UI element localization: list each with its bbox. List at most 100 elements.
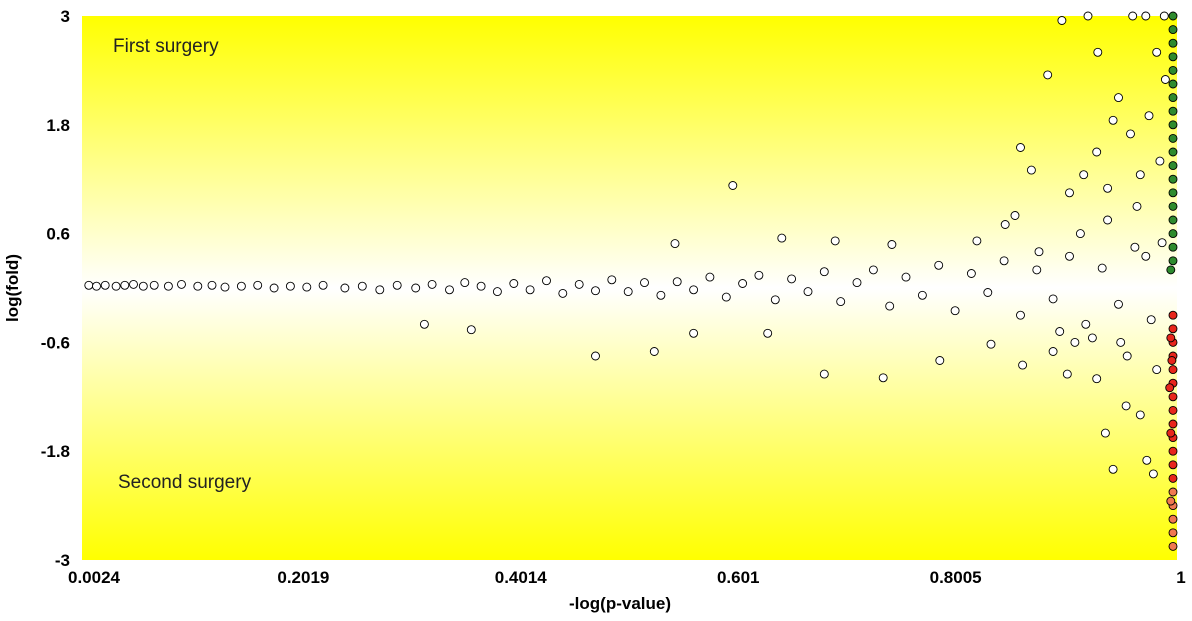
data-point-s1-14 bbox=[1168, 201, 1178, 211]
data-point-s2-7 bbox=[1168, 405, 1178, 415]
y-tick-label: -0.6 bbox=[41, 333, 70, 352]
data-point-s1-17 bbox=[1168, 242, 1178, 252]
data-point-s0-96 bbox=[1144, 111, 1154, 121]
data-point-s0-73 bbox=[649, 347, 659, 356]
data-point-s0-104 bbox=[1108, 464, 1118, 474]
data-point-s0-77 bbox=[878, 373, 888, 383]
first-surgery-label: First surgery bbox=[113, 36, 219, 57]
y-tick-label: 3 bbox=[61, 7, 70, 26]
data-point-s0-50 bbox=[852, 278, 862, 288]
data-point-s0-82 bbox=[777, 233, 787, 243]
x-tick-label: 0.4014 bbox=[495, 568, 548, 587]
data-point-s0-33 bbox=[574, 279, 584, 289]
data-point-s0-88 bbox=[1043, 70, 1053, 80]
data-point-s0-127 bbox=[1079, 170, 1089, 180]
data-point-s0-118 bbox=[1116, 337, 1126, 347]
data-point-s0-34 bbox=[591, 286, 600, 296]
data-point-s0-83 bbox=[830, 236, 840, 246]
data-point-s0-42 bbox=[721, 292, 731, 302]
data-point-s0-110 bbox=[972, 236, 982, 246]
x-tick-label: 0.8005 bbox=[930, 568, 982, 587]
data-point-s0-21 bbox=[375, 285, 385, 295]
data-point-s1-1 bbox=[1168, 25, 1178, 35]
data-point-s0-101 bbox=[1100, 428, 1110, 438]
data-point-s0-20 bbox=[357, 281, 367, 291]
data-point-s0-113 bbox=[1034, 247, 1044, 257]
data-point-s0-17 bbox=[302, 282, 312, 292]
data-point-s0-30 bbox=[525, 285, 535, 295]
data-point-s0-39 bbox=[672, 277, 682, 287]
data-point-s1-6 bbox=[1168, 93, 1178, 103]
data-point-s3-5 bbox=[1166, 496, 1176, 506]
data-point-s0-84 bbox=[887, 240, 897, 249]
data-point-s0-85 bbox=[1010, 211, 1020, 220]
data-point-s0-25 bbox=[445, 285, 454, 295]
second-surgery-label: Second surgery bbox=[118, 472, 252, 493]
data-point-s0-6 bbox=[138, 281, 148, 291]
data-point-s0-103 bbox=[1048, 347, 1058, 356]
data-point-s0-119 bbox=[1132, 201, 1142, 211]
data-point-s0-80 bbox=[689, 328, 699, 338]
data-point-s0-59 bbox=[999, 256, 1009, 266]
data-point-s0-70 bbox=[419, 319, 429, 329]
data-point-s0-40 bbox=[689, 285, 699, 295]
data-point-s3-4 bbox=[1168, 541, 1178, 551]
data-point-s0-47 bbox=[803, 287, 813, 297]
data-point-s1-0 bbox=[1168, 11, 1178, 21]
data-point-s0-49 bbox=[836, 297, 846, 307]
data-point-s0-71 bbox=[466, 325, 476, 335]
x-tick-label: 0.2019 bbox=[277, 568, 329, 587]
data-point-s0-19 bbox=[340, 283, 350, 293]
data-point-s0-37 bbox=[640, 278, 649, 288]
data-point-s0-98 bbox=[1159, 11, 1169, 21]
data-point-s0-120 bbox=[1135, 170, 1145, 180]
data-point-s0-109 bbox=[1135, 410, 1145, 420]
data-point-s0-32 bbox=[558, 288, 568, 298]
data-point-s0-116 bbox=[1087, 333, 1097, 343]
data-point-s0-8 bbox=[163, 281, 173, 291]
x-axis-label: -log(p-value) bbox=[569, 594, 671, 613]
data-point-s0-16 bbox=[285, 281, 295, 291]
data-point-s0-43 bbox=[738, 279, 748, 288]
data-point-s0-107 bbox=[1062, 369, 1072, 379]
data-point-s0-60 bbox=[1016, 310, 1025, 320]
data-point-s0-100 bbox=[1092, 374, 1102, 384]
data-point-s0-111 bbox=[986, 339, 996, 349]
data-point-s2-12 bbox=[1168, 473, 1178, 483]
data-point-s0-95 bbox=[1141, 11, 1151, 21]
data-point-s0-5 bbox=[129, 279, 138, 289]
data-point-s0-26 bbox=[460, 278, 470, 288]
data-point-s0-114 bbox=[1055, 327, 1065, 336]
data-point-s0-66 bbox=[1114, 299, 1123, 309]
data-point-s1-2 bbox=[1168, 38, 1178, 48]
data-point-s1-9 bbox=[1168, 133, 1178, 143]
data-point-s0-56 bbox=[950, 306, 960, 316]
data-point-s2-4 bbox=[1168, 365, 1178, 375]
data-point-s0-65 bbox=[1097, 263, 1107, 273]
data-point-s0-38 bbox=[656, 290, 666, 300]
data-point-s0-89 bbox=[1057, 16, 1067, 25]
data-point-s0-76 bbox=[819, 369, 829, 379]
data-point-s0-36 bbox=[623, 287, 633, 297]
data-point-s0-81 bbox=[670, 239, 680, 249]
data-point-s1-8 bbox=[1168, 120, 1178, 130]
data-point-s0-105 bbox=[1142, 455, 1152, 465]
data-point-s1-13 bbox=[1168, 188, 1178, 198]
data-point-s1-19 bbox=[1166, 265, 1176, 275]
data-point-s0-69 bbox=[1157, 238, 1167, 248]
data-point-s2-13 bbox=[1166, 333, 1176, 343]
data-point-s0-18 bbox=[318, 280, 328, 290]
data-point-s0-97 bbox=[1152, 47, 1162, 57]
data-point-s2-11 bbox=[1168, 460, 1178, 470]
x-tick-label: 0.0024 bbox=[68, 568, 121, 587]
data-point-s0-14 bbox=[253, 280, 263, 290]
data-point-s0-123 bbox=[1155, 156, 1165, 166]
data-point-s1-12 bbox=[1168, 174, 1178, 184]
data-point-s0-53 bbox=[901, 272, 911, 282]
data-point-s0-74 bbox=[728, 181, 738, 190]
data-point-s0-126 bbox=[1092, 147, 1102, 157]
data-point-s1-11 bbox=[1168, 161, 1178, 171]
data-point-s0-78 bbox=[935, 356, 945, 365]
data-point-s0-1 bbox=[92, 281, 101, 291]
